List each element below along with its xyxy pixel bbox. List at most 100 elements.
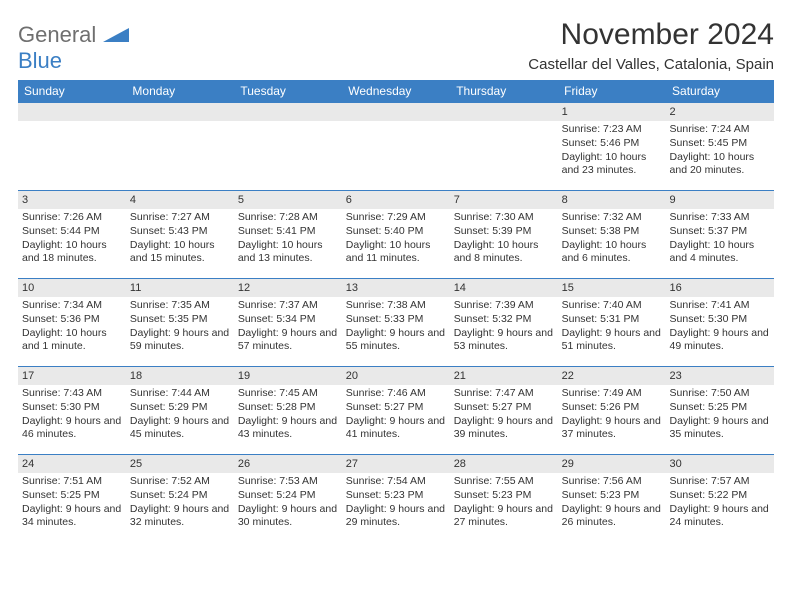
- calendar-day-cell: 27Sunrise: 7:54 AMSunset: 5:23 PMDayligh…: [342, 455, 450, 543]
- day-content: Sunrise: 7:29 AMSunset: 5:40 PMDaylight:…: [342, 209, 450, 270]
- day-content: Sunrise: 7:33 AMSunset: 5:37 PMDaylight:…: [666, 209, 774, 270]
- day-content: Sunrise: 7:24 AMSunset: 5:45 PMDaylight:…: [666, 121, 774, 182]
- daylight-text: Daylight: 9 hours and 41 minutes.: [346, 415, 446, 442]
- sunset-text: Sunset: 5:25 PM: [22, 489, 122, 503]
- daylight-text: Daylight: 9 hours and 35 minutes.: [670, 415, 770, 442]
- daylight-text: Daylight: 10 hours and 15 minutes.: [130, 239, 230, 266]
- daylight-text: Daylight: 10 hours and 23 minutes.: [562, 151, 662, 178]
- day-number: 25: [126, 455, 234, 473]
- daylight-text: Daylight: 9 hours and 59 minutes.: [130, 327, 230, 354]
- sunrise-text: Sunrise: 7:52 AM: [130, 475, 230, 489]
- calendar-week-row: 10Sunrise: 7:34 AMSunset: 5:36 PMDayligh…: [18, 279, 774, 367]
- sunrise-text: Sunrise: 7:49 AM: [562, 387, 662, 401]
- day-number: [126, 103, 234, 121]
- calendar-day-cell: 22Sunrise: 7:49 AMSunset: 5:26 PMDayligh…: [558, 367, 666, 455]
- day-content: Sunrise: 7:39 AMSunset: 5:32 PMDaylight:…: [450, 297, 558, 358]
- daylight-text: Daylight: 9 hours and 51 minutes.: [562, 327, 662, 354]
- calendar-day-cell: 21Sunrise: 7:47 AMSunset: 5:27 PMDayligh…: [450, 367, 558, 455]
- sunrise-text: Sunrise: 7:55 AM: [454, 475, 554, 489]
- daylight-text: Daylight: 9 hours and 29 minutes.: [346, 503, 446, 530]
- calendar-day-cell: 4Sunrise: 7:27 AMSunset: 5:43 PMDaylight…: [126, 191, 234, 279]
- calendar-day-cell: 19Sunrise: 7:45 AMSunset: 5:28 PMDayligh…: [234, 367, 342, 455]
- daylight-text: Daylight: 9 hours and 53 minutes.: [454, 327, 554, 354]
- daylight-text: Daylight: 9 hours and 32 minutes.: [130, 503, 230, 530]
- sunrise-text: Sunrise: 7:37 AM: [238, 299, 338, 313]
- sunset-text: Sunset: 5:25 PM: [670, 401, 770, 415]
- sunrise-text: Sunrise: 7:30 AM: [454, 211, 554, 225]
- day-number: 27: [342, 455, 450, 473]
- calendar-day-cell: 28Sunrise: 7:55 AMSunset: 5:23 PMDayligh…: [450, 455, 558, 543]
- sunrise-text: Sunrise: 7:50 AM: [670, 387, 770, 401]
- daylight-text: Daylight: 9 hours and 39 minutes.: [454, 415, 554, 442]
- day-number: 23: [666, 367, 774, 385]
- weekday-header: Sunday: [18, 80, 126, 103]
- day-number: 18: [126, 367, 234, 385]
- day-content: Sunrise: 7:28 AMSunset: 5:41 PMDaylight:…: [234, 209, 342, 270]
- sunset-text: Sunset: 5:44 PM: [22, 225, 122, 239]
- day-content: Sunrise: 7:35 AMSunset: 5:35 PMDaylight:…: [126, 297, 234, 358]
- logo-text-blue: Blue: [18, 48, 62, 73]
- day-number: 4: [126, 191, 234, 209]
- daylight-text: Daylight: 10 hours and 1 minute.: [22, 327, 122, 354]
- weekday-header: Monday: [126, 80, 234, 103]
- daylight-text: Daylight: 9 hours and 43 minutes.: [238, 415, 338, 442]
- sunrise-text: Sunrise: 7:45 AM: [238, 387, 338, 401]
- calendar-week-row: 17Sunrise: 7:43 AMSunset: 5:30 PMDayligh…: [18, 367, 774, 455]
- calendar-day-cell: 25Sunrise: 7:52 AMSunset: 5:24 PMDayligh…: [126, 455, 234, 543]
- calendar-day-cell: 9Sunrise: 7:33 AMSunset: 5:37 PMDaylight…: [666, 191, 774, 279]
- day-number: 9: [666, 191, 774, 209]
- calendar-week-row: 3Sunrise: 7:26 AMSunset: 5:44 PMDaylight…: [18, 191, 774, 279]
- day-content: Sunrise: 7:52 AMSunset: 5:24 PMDaylight:…: [126, 473, 234, 534]
- sunrise-text: Sunrise: 7:54 AM: [346, 475, 446, 489]
- sunset-text: Sunset: 5:37 PM: [670, 225, 770, 239]
- calendar-day-cell: 7Sunrise: 7:30 AMSunset: 5:39 PMDaylight…: [450, 191, 558, 279]
- sunset-text: Sunset: 5:34 PM: [238, 313, 338, 327]
- calendar-day-cell: 26Sunrise: 7:53 AMSunset: 5:24 PMDayligh…: [234, 455, 342, 543]
- sunset-text: Sunset: 5:24 PM: [238, 489, 338, 503]
- calendar-day-cell: [126, 103, 234, 191]
- day-number: 14: [450, 279, 558, 297]
- weekday-header: Wednesday: [342, 80, 450, 103]
- calendar-day-cell: 10Sunrise: 7:34 AMSunset: 5:36 PMDayligh…: [18, 279, 126, 367]
- sunrise-text: Sunrise: 7:46 AM: [346, 387, 446, 401]
- daylight-text: Daylight: 9 hours and 34 minutes.: [22, 503, 122, 530]
- weekday-header-row: Sunday Monday Tuesday Wednesday Thursday…: [18, 80, 774, 103]
- sunrise-text: Sunrise: 7:29 AM: [346, 211, 446, 225]
- calendar-day-cell: 5Sunrise: 7:28 AMSunset: 5:41 PMDaylight…: [234, 191, 342, 279]
- day-content: Sunrise: 7:41 AMSunset: 5:30 PMDaylight:…: [666, 297, 774, 358]
- calendar-day-cell: 29Sunrise: 7:56 AMSunset: 5:23 PMDayligh…: [558, 455, 666, 543]
- sunrise-text: Sunrise: 7:57 AM: [670, 475, 770, 489]
- logo-triangle-icon: [103, 28, 129, 42]
- daylight-text: Daylight: 10 hours and 20 minutes.: [670, 151, 770, 178]
- calendar-day-cell: 6Sunrise: 7:29 AMSunset: 5:40 PMDaylight…: [342, 191, 450, 279]
- sunrise-text: Sunrise: 7:32 AM: [562, 211, 662, 225]
- daylight-text: Daylight: 10 hours and 6 minutes.: [562, 239, 662, 266]
- day-number: 1: [558, 103, 666, 121]
- sunrise-text: Sunrise: 7:39 AM: [454, 299, 554, 313]
- calendar-day-cell: 15Sunrise: 7:40 AMSunset: 5:31 PMDayligh…: [558, 279, 666, 367]
- day-number: [342, 103, 450, 121]
- day-content: Sunrise: 7:38 AMSunset: 5:33 PMDaylight:…: [342, 297, 450, 358]
- location-subtitle: Castellar del Valles, Catalonia, Spain: [528, 56, 774, 73]
- sunrise-text: Sunrise: 7:47 AM: [454, 387, 554, 401]
- calendar-week-row: 24Sunrise: 7:51 AMSunset: 5:25 PMDayligh…: [18, 455, 774, 543]
- sunrise-text: Sunrise: 7:56 AM: [562, 475, 662, 489]
- calendar-day-cell: 13Sunrise: 7:38 AMSunset: 5:33 PMDayligh…: [342, 279, 450, 367]
- daylight-text: Daylight: 10 hours and 11 minutes.: [346, 239, 446, 266]
- sunrise-text: Sunrise: 7:38 AM: [346, 299, 446, 313]
- calendar-day-cell: [234, 103, 342, 191]
- day-number: 22: [558, 367, 666, 385]
- sunset-text: Sunset: 5:35 PM: [130, 313, 230, 327]
- sunset-text: Sunset: 5:46 PM: [562, 137, 662, 151]
- day-content: Sunrise: 7:27 AMSunset: 5:43 PMDaylight:…: [126, 209, 234, 270]
- daylight-text: Daylight: 10 hours and 13 minutes.: [238, 239, 338, 266]
- calendar-day-cell: 17Sunrise: 7:43 AMSunset: 5:30 PMDayligh…: [18, 367, 126, 455]
- sunset-text: Sunset: 5:32 PM: [454, 313, 554, 327]
- day-content: Sunrise: 7:57 AMSunset: 5:22 PMDaylight:…: [666, 473, 774, 534]
- calendar-day-cell: 12Sunrise: 7:37 AMSunset: 5:34 PMDayligh…: [234, 279, 342, 367]
- sunrise-text: Sunrise: 7:28 AM: [238, 211, 338, 225]
- sunset-text: Sunset: 5:36 PM: [22, 313, 122, 327]
- sunrise-text: Sunrise: 7:33 AM: [670, 211, 770, 225]
- sunset-text: Sunset: 5:23 PM: [562, 489, 662, 503]
- day-number: 3: [18, 191, 126, 209]
